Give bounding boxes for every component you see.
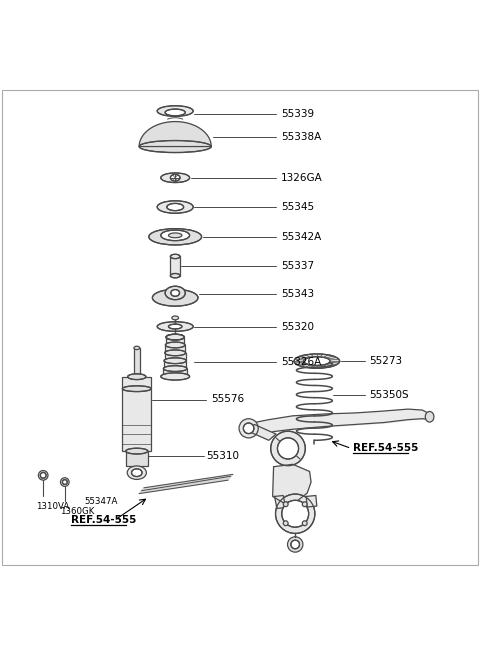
- Bar: [122, 377, 151, 451]
- Ellipse shape: [157, 201, 193, 214]
- Bar: [134, 348, 140, 377]
- Text: 55338A: 55338A: [281, 132, 321, 142]
- Ellipse shape: [288, 537, 303, 552]
- Ellipse shape: [239, 419, 258, 438]
- Text: 55339: 55339: [281, 109, 314, 119]
- Ellipse shape: [294, 354, 340, 368]
- Ellipse shape: [283, 502, 288, 506]
- Polygon shape: [273, 464, 311, 502]
- Ellipse shape: [128, 374, 146, 380]
- Ellipse shape: [165, 286, 185, 299]
- Bar: [128, 377, 146, 388]
- Ellipse shape: [166, 334, 184, 340]
- Ellipse shape: [62, 479, 67, 485]
- Ellipse shape: [168, 324, 182, 329]
- Ellipse shape: [283, 521, 288, 526]
- Ellipse shape: [302, 502, 307, 506]
- Ellipse shape: [161, 173, 190, 183]
- Ellipse shape: [126, 448, 148, 454]
- Ellipse shape: [172, 316, 179, 320]
- Ellipse shape: [166, 342, 185, 348]
- Ellipse shape: [139, 141, 211, 153]
- Ellipse shape: [161, 373, 190, 380]
- Text: REF.54-555: REF.54-555: [353, 443, 418, 453]
- Ellipse shape: [60, 477, 69, 487]
- Ellipse shape: [425, 411, 434, 422]
- Text: 1360GK: 1360GK: [60, 508, 95, 517]
- Text: 55320: 55320: [281, 322, 314, 331]
- Ellipse shape: [302, 521, 307, 526]
- Text: REF.54-555: REF.54-555: [71, 515, 136, 525]
- Text: 55326A: 55326A: [281, 357, 321, 367]
- Ellipse shape: [170, 174, 180, 181]
- Text: 55310: 55310: [206, 451, 240, 461]
- Ellipse shape: [134, 346, 140, 350]
- Ellipse shape: [157, 322, 193, 331]
- Polygon shape: [247, 424, 276, 440]
- Ellipse shape: [168, 233, 182, 238]
- Text: 55347A: 55347A: [84, 496, 118, 506]
- Ellipse shape: [277, 438, 299, 459]
- Ellipse shape: [122, 386, 151, 392]
- Ellipse shape: [163, 365, 187, 371]
- Ellipse shape: [165, 109, 185, 116]
- Bar: [163, 369, 187, 377]
- Ellipse shape: [152, 290, 198, 306]
- Polygon shape: [139, 122, 211, 147]
- Polygon shape: [275, 495, 286, 508]
- Ellipse shape: [271, 431, 305, 466]
- Bar: [166, 337, 184, 345]
- Text: 55576: 55576: [211, 394, 244, 405]
- Ellipse shape: [166, 334, 184, 340]
- Text: 1310VA: 1310VA: [36, 502, 69, 511]
- Ellipse shape: [171, 290, 180, 296]
- Ellipse shape: [40, 472, 46, 478]
- Ellipse shape: [276, 494, 315, 533]
- Text: 55337: 55337: [281, 261, 314, 271]
- Ellipse shape: [304, 357, 330, 365]
- Ellipse shape: [167, 204, 184, 211]
- Text: 55350S: 55350S: [370, 390, 409, 400]
- Text: 1326GA: 1326GA: [281, 173, 323, 183]
- Text: 55342A: 55342A: [281, 232, 321, 242]
- Ellipse shape: [132, 469, 142, 477]
- Bar: [166, 345, 185, 353]
- Ellipse shape: [282, 500, 309, 527]
- Polygon shape: [306, 495, 317, 507]
- Ellipse shape: [170, 274, 180, 278]
- Text: 55343: 55343: [281, 289, 314, 299]
- Bar: [164, 361, 186, 369]
- Bar: [165, 353, 186, 361]
- Ellipse shape: [291, 540, 300, 549]
- Bar: [170, 257, 180, 276]
- Polygon shape: [139, 474, 233, 494]
- Ellipse shape: [127, 466, 146, 479]
- Ellipse shape: [157, 105, 193, 117]
- Ellipse shape: [149, 229, 202, 245]
- Ellipse shape: [170, 254, 180, 259]
- Ellipse shape: [161, 230, 190, 240]
- Ellipse shape: [38, 470, 48, 480]
- Ellipse shape: [165, 350, 186, 356]
- Ellipse shape: [243, 423, 254, 434]
- Bar: [126, 451, 148, 466]
- Text: 55273: 55273: [370, 356, 403, 366]
- Ellipse shape: [164, 358, 186, 364]
- Text: 55345: 55345: [281, 202, 314, 212]
